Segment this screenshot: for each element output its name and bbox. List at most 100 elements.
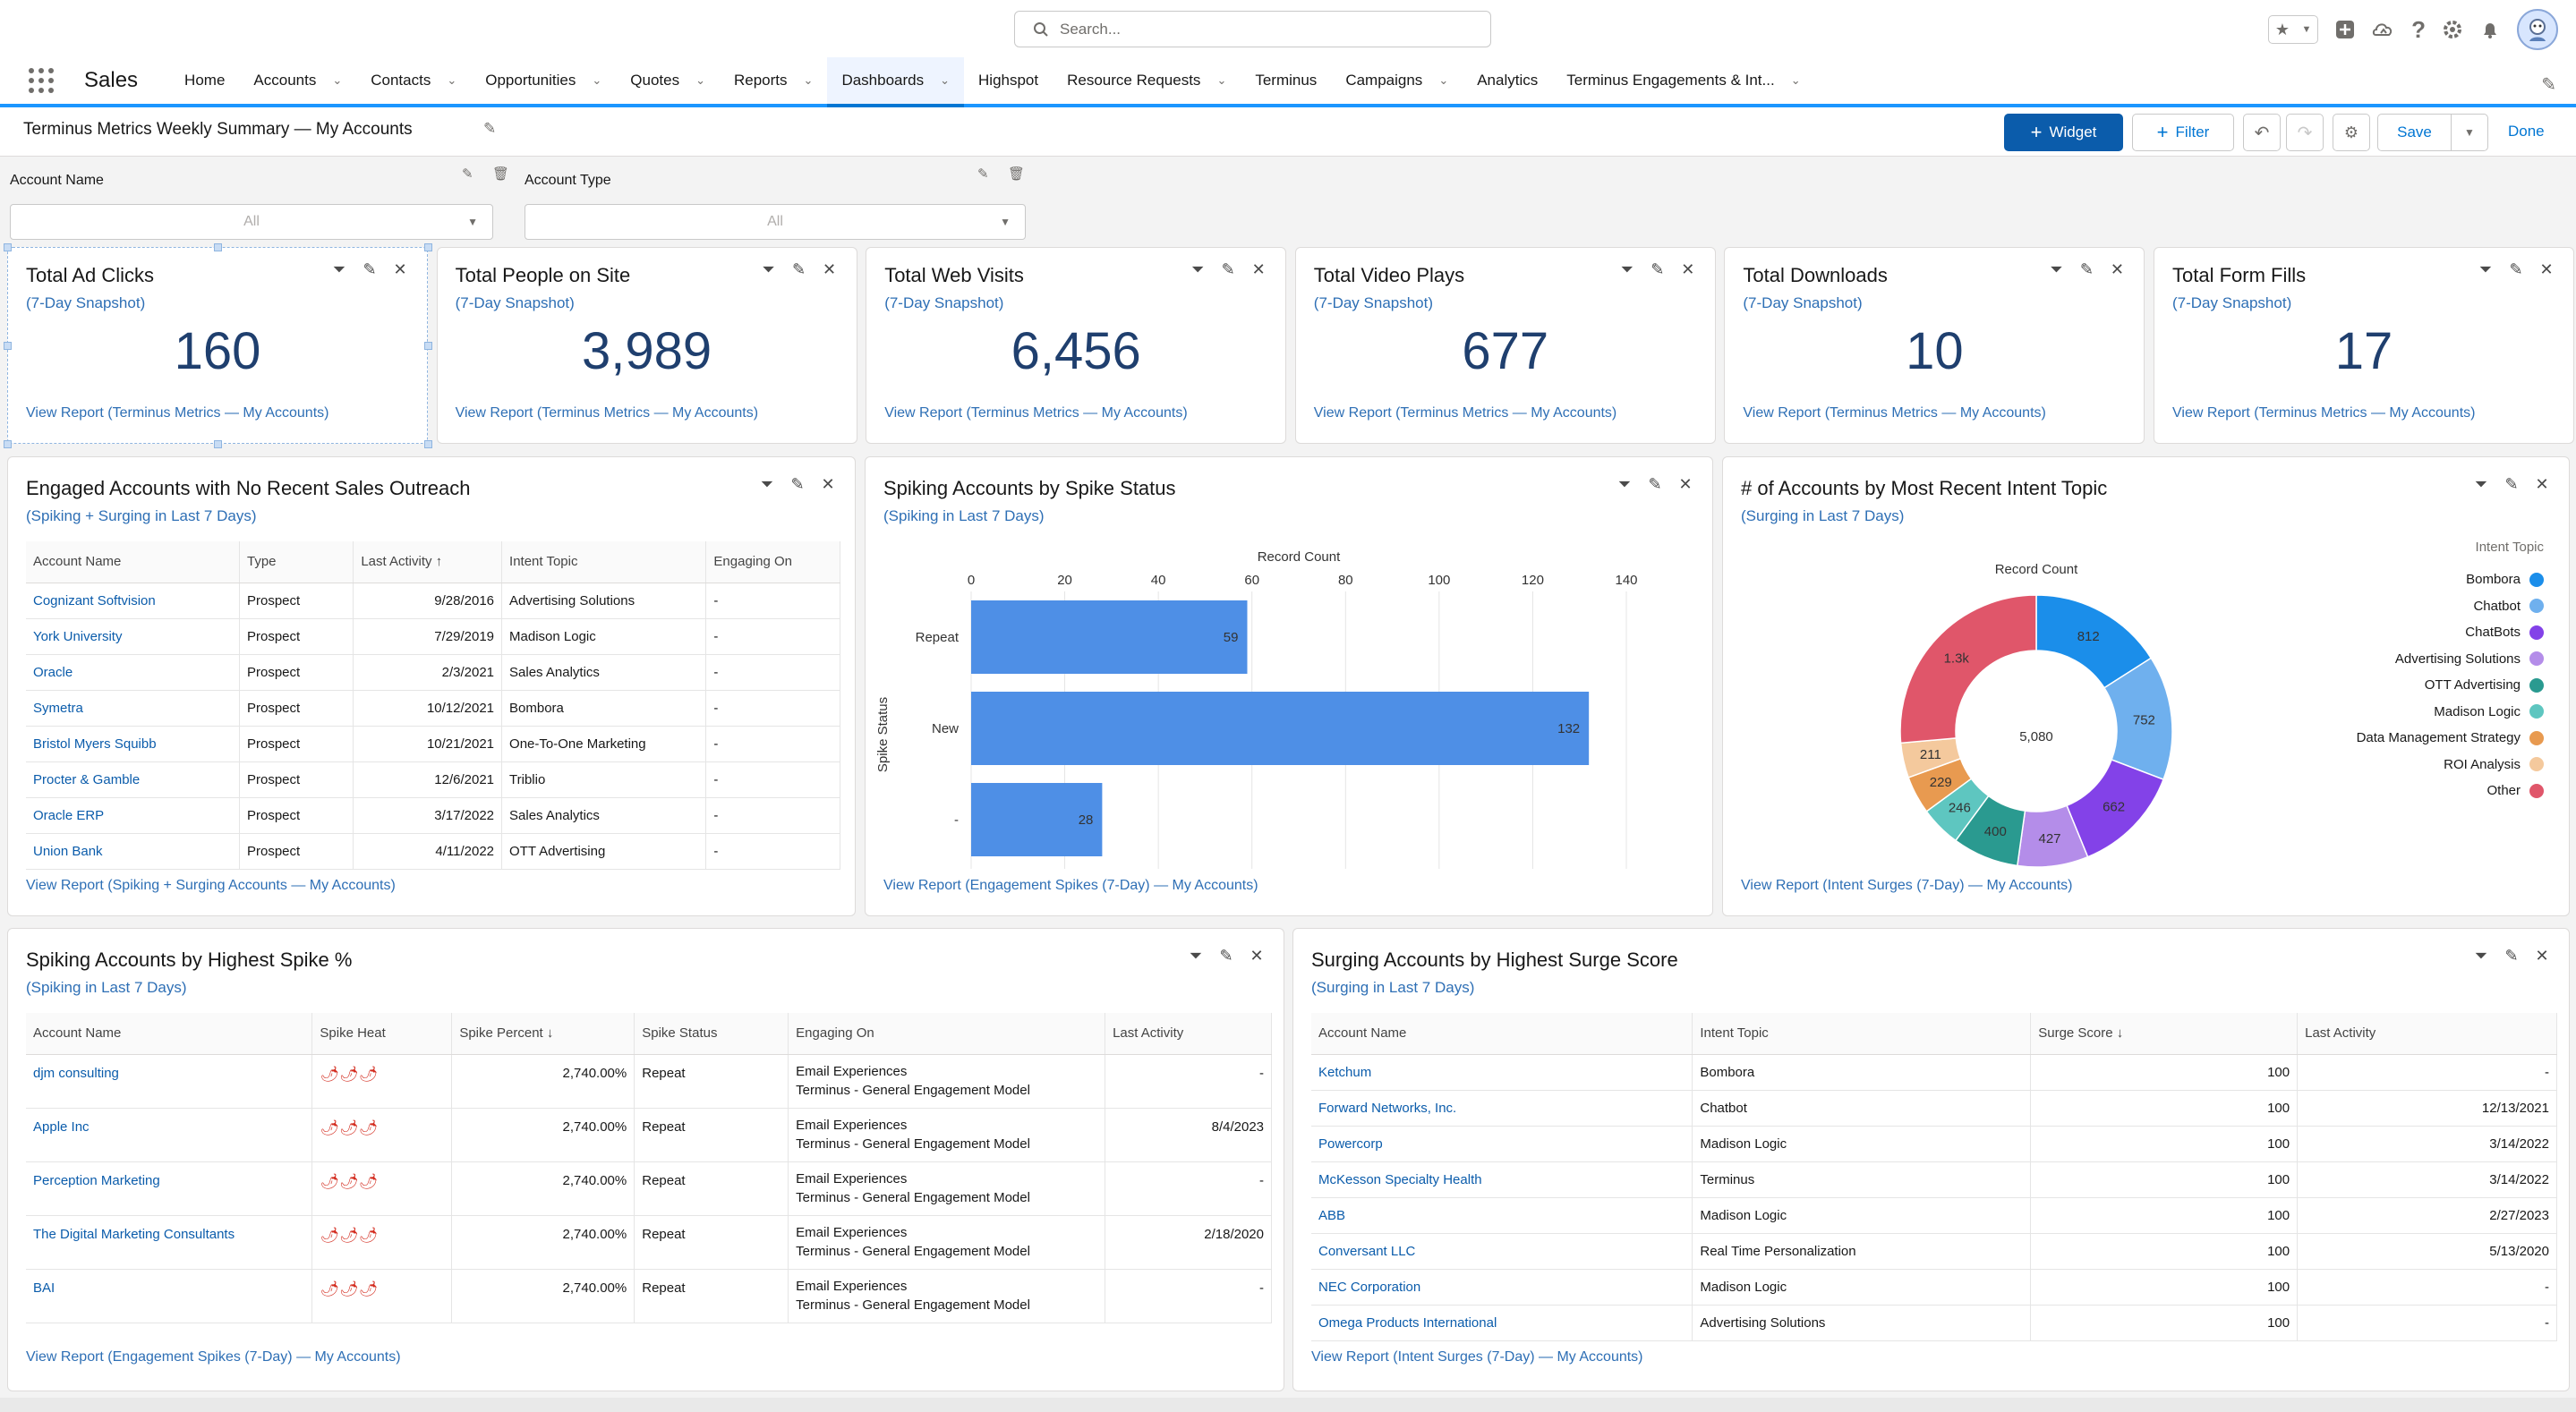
- nav-item-terminus-engagements-int-[interactable]: Terminus Engagements & Int... ⌄: [1552, 57, 1814, 104]
- delete-filter-trash-icon[interactable]: 🗑: [1008, 166, 1026, 182]
- done-button[interactable]: Done: [2508, 123, 2545, 140]
- filter-funnel-icon[interactable]: ⏷: [2474, 947, 2488, 965]
- nav-item-dashboards[interactable]: Dashboards ⌄: [827, 57, 965, 107]
- account-name-link[interactable]: Powercorp: [1311, 1126, 1693, 1162]
- chevron-down-icon[interactable]: ⌄: [1790, 73, 1801, 87]
- app-launcher-icon[interactable]: [29, 68, 54, 93]
- add-widget-button[interactable]: + Widget: [2004, 114, 2123, 151]
- column-header[interactable]: Last Activity: [2297, 1013, 2557, 1055]
- nav-item-home[interactable]: Home: [170, 57, 239, 104]
- help-icon[interactable]: ?: [2411, 15, 2426, 43]
- global-actions-icon[interactable]: [2334, 19, 2356, 40]
- legend-item[interactable]: Madison Logic: [2248, 699, 2544, 726]
- edit-filter-pencil-icon[interactable]: ✎: [462, 166, 473, 182]
- account-name-link[interactable]: Union Bank: [26, 833, 240, 870]
- close-icon[interactable]: ✕: [393, 260, 407, 278]
- dashboard-properties-button[interactable]: ⚙: [2333, 114, 2370, 151]
- trailhead-icon[interactable]: [2372, 19, 2395, 40]
- resize-handle[interactable]: [424, 243, 432, 251]
- edit-pencil-icon[interactable]: ✎: [363, 260, 377, 278]
- resize-handle[interactable]: [214, 243, 222, 251]
- filter-funnel-icon[interactable]: ⏷: [2050, 260, 2063, 278]
- engaged-accounts-widget[interactable]: Engaged Accounts with No Recent Sales Ou…: [7, 456, 856, 916]
- nav-item-terminus[interactable]: Terminus: [1241, 57, 1331, 104]
- chevron-down-icon[interactable]: ⌄: [940, 73, 951, 87]
- resize-handle[interactable]: [424, 342, 432, 350]
- view-report-link[interactable]: View Report (Terminus Metrics — My Accou…: [2172, 405, 2476, 421]
- account-name-link[interactable]: djm consulting: [26, 1054, 313, 1109]
- close-icon[interactable]: ✕: [1681, 260, 1695, 278]
- chevron-down-icon[interactable]: ⌄: [1216, 73, 1227, 87]
- chevron-down-icon[interactable]: ⌄: [695, 73, 705, 87]
- edit-nav-pencil-icon[interactable]: ✎: [2541, 75, 2556, 95]
- account-name-link[interactable]: Omega Products International: [1311, 1305, 1693, 1341]
- metric-card-total-downloads[interactable]: Total Downloads (7-Day Snapshot) ⏷ ✎ ✕ 10 View…: [1724, 247, 2145, 444]
- account-name-link[interactable]: NEC Corporation: [1311, 1269, 1693, 1306]
- resize-handle[interactable]: [4, 243, 12, 251]
- chevron-down-icon[interactable]: ⌄: [592, 73, 602, 87]
- account-name-link[interactable]: Perception Marketing: [26, 1161, 313, 1216]
- legend-item[interactable]: Bombora: [2248, 566, 2544, 593]
- legend-item[interactable]: Other: [2248, 778, 2544, 804]
- save-menu-button[interactable]: ▼: [2451, 114, 2488, 151]
- nav-item-quotes[interactable]: Quotes ⌄: [616, 57, 720, 104]
- setup-gear-icon[interactable]: [2442, 19, 2463, 40]
- account-name-link[interactable]: Cognizant Softvision: [26, 583, 240, 619]
- nav-item-accounts[interactable]: Accounts ⌄: [239, 57, 356, 104]
- legend-item[interactable]: OTT Advertising: [2248, 672, 2544, 699]
- filter-funnel-icon[interactable]: ⏷: [332, 260, 346, 278]
- nav-item-resource-requests[interactable]: Resource Requests ⌄: [1053, 57, 1241, 104]
- add-filter-button[interactable]: + Filter: [2132, 114, 2234, 151]
- column-header[interactable]: Spike Percent ↓: [451, 1013, 635, 1055]
- resize-handle[interactable]: [4, 440, 12, 448]
- edit-pencil-icon[interactable]: ✎: [2504, 475, 2519, 493]
- view-report-link[interactable]: View Report (Spiking + Surging Accounts …: [26, 878, 396, 893]
- close-icon[interactable]: ✕: [2539, 260, 2554, 278]
- legend-item[interactable]: ChatBots: [2248, 619, 2544, 646]
- resize-handle[interactable]: [4, 342, 12, 350]
- nav-item-opportunities[interactable]: Opportunities ⌄: [471, 57, 616, 104]
- account-name-link[interactable]: Forward Networks, Inc.: [1311, 1090, 1693, 1127]
- view-report-link[interactable]: View Report (Engagement Spikes (7-Day) —…: [883, 878, 1258, 893]
- legend-item[interactable]: Chatbot: [2248, 593, 2544, 620]
- account-name-link[interactable]: McKesson Specialty Health: [1311, 1161, 1693, 1198]
- close-icon[interactable]: ✕: [1678, 475, 1693, 493]
- column-header[interactable]: Last Activity: [1105, 1013, 1272, 1055]
- chevron-down-icon[interactable]: ⌄: [1438, 73, 1449, 87]
- metric-card-total-ad-clicks[interactable]: Total Ad Clicks (7-Day Snapshot) ⏷ ✎ ✕ 160 Vie…: [4, 243, 432, 448]
- donut-slice[interactable]: [1899, 594, 2037, 744]
- metric-card-total-form-fills[interactable]: Total Form Fills (7-Day Snapshot) ⏷ ✎ ✕ 17 Vie…: [2154, 247, 2574, 444]
- account-name-link[interactable]: Ketchum: [1311, 1054, 1693, 1091]
- column-header[interactable]: Account Name: [1311, 1013, 1693, 1055]
- legend-item[interactable]: ROI Analysis: [2248, 752, 2544, 778]
- undo-button[interactable]: ↶: [2243, 114, 2281, 151]
- view-report-link[interactable]: View Report (Intent Surges (7-Day) — My …: [1741, 878, 2073, 893]
- filter-funnel-icon[interactable]: ⏷: [1620, 260, 1633, 278]
- nav-item-highspot[interactable]: Highspot: [964, 57, 1053, 104]
- filter-funnel-icon[interactable]: ⏷: [1190, 260, 1205, 278]
- bar[interactable]: [971, 783, 1103, 856]
- chevron-down-icon[interactable]: ⌄: [803, 73, 814, 87]
- account-name-link[interactable]: Bristol Myers Squibb: [26, 726, 240, 762]
- view-report-link[interactable]: View Report (Engagement Spikes (7-Day) —…: [26, 1349, 401, 1365]
- filter-funnel-icon[interactable]: ⏷: [760, 475, 774, 493]
- column-header[interactable]: Account Name: [26, 1013, 313, 1055]
- bar[interactable]: [971, 692, 1590, 765]
- filter-funnel-icon[interactable]: ⏷: [1189, 947, 1203, 965]
- intent-topic-widget[interactable]: # of Accounts by Most Recent Intent Topi…: [1722, 456, 2570, 916]
- surge-score-widget[interactable]: Surging Accounts by Highest Surge Score …: [1292, 928, 2570, 1391]
- global-search[interactable]: Search...: [1014, 11, 1491, 47]
- edit-pencil-icon[interactable]: ✎: [1648, 475, 1662, 493]
- metric-card-total-web-visits[interactable]: Total Web Visits (7-Day Snapshot) ⏷ ✎ ✕ 6,456…: [866, 247, 1287, 444]
- column-header[interactable]: Last Activity ↑: [353, 541, 503, 583]
- filter-funnel-icon[interactable]: ⏷: [2474, 475, 2488, 493]
- metric-card-total-video-plays[interactable]: Total Video Plays (7-Day Snapshot) ⏷ ✎ ✕ 677 V…: [1294, 247, 1716, 444]
- edit-pencil-icon[interactable]: ✎: [1219, 947, 1233, 965]
- delete-filter-trash-icon[interactable]: 🗑: [492, 166, 510, 182]
- close-icon[interactable]: ✕: [823, 260, 837, 278]
- column-header[interactable]: Intent Topic: [501, 541, 707, 583]
- account-name-filter-select[interactable]: All ▼: [10, 204, 493, 240]
- legend-item[interactable]: Advertising Solutions: [2248, 646, 2544, 673]
- nav-item-reports[interactable]: Reports ⌄: [720, 57, 827, 104]
- redo-button[interactable]: ↷: [2286, 114, 2324, 151]
